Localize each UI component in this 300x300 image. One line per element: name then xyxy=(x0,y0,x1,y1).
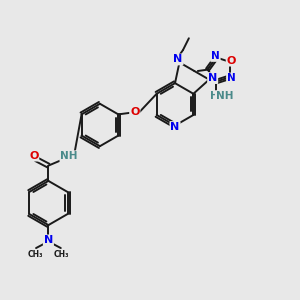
Text: NH: NH xyxy=(216,91,233,101)
Text: CH₃: CH₃ xyxy=(54,250,69,260)
Text: N: N xyxy=(208,73,217,83)
Text: NH: NH xyxy=(60,151,78,161)
Text: O: O xyxy=(29,151,38,160)
Text: N: N xyxy=(211,51,220,61)
Text: N: N xyxy=(170,122,180,132)
Text: O: O xyxy=(130,107,140,117)
Text: H: H xyxy=(210,91,219,101)
Text: CH₃: CH₃ xyxy=(28,250,43,260)
Text: O: O xyxy=(226,56,236,66)
Text: N: N xyxy=(173,55,183,64)
Text: N: N xyxy=(44,236,53,245)
Text: N: N xyxy=(227,74,236,83)
